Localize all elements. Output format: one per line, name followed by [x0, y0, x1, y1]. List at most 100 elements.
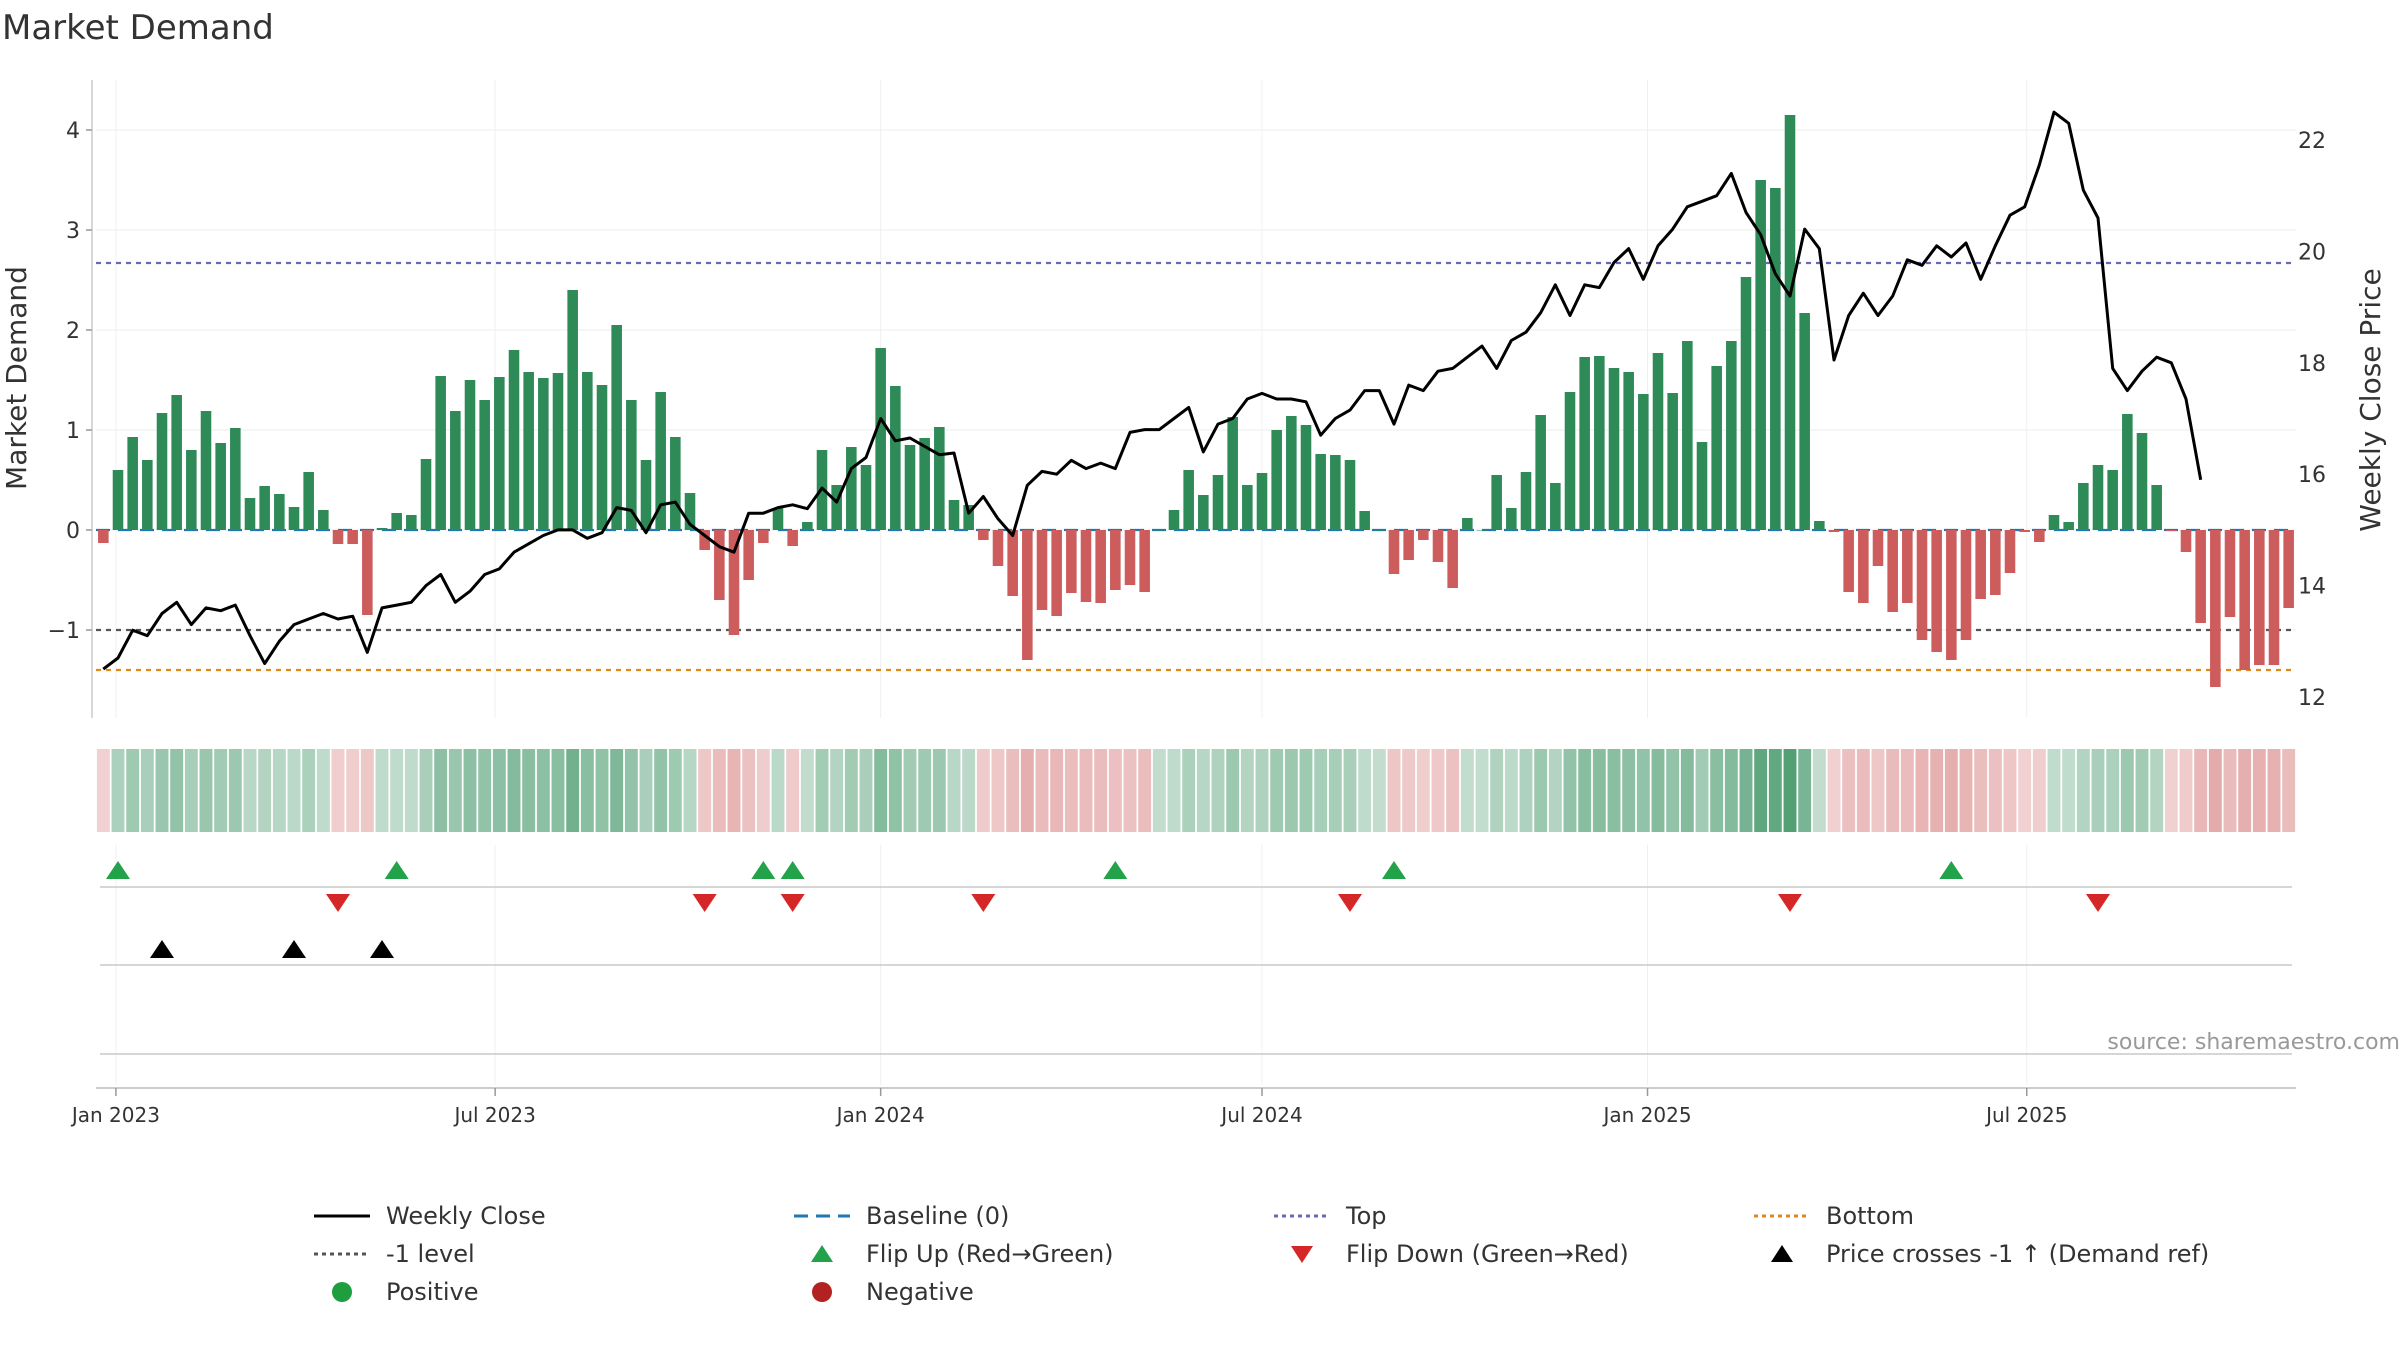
legend-label-minus1: -1 level [386, 1240, 475, 1268]
demand-bar [2224, 530, 2236, 617]
demand-bar [406, 515, 417, 530]
demand-bar [479, 400, 490, 530]
demand-bar [1051, 530, 1062, 616]
band-cell [1622, 749, 1636, 832]
band-cell [1050, 749, 1064, 832]
band-cell [1592, 749, 1606, 832]
demand-bar [2107, 470, 2118, 530]
band-cell [2267, 749, 2281, 832]
demand-bar [1843, 530, 1854, 592]
demand-bar [376, 528, 388, 530]
demand-bar [420, 459, 432, 530]
band-cell [1475, 749, 1489, 832]
band-cell [1138, 749, 1152, 832]
legend-item-flip-up: Flip Up (Red→Green) [792, 1236, 1114, 1272]
band-cell [126, 749, 140, 832]
legend-item-minus1: -1 level [312, 1236, 475, 1272]
flip-down-marker [1778, 894, 1802, 912]
demand-bar [1975, 530, 1986, 599]
demand-bar [846, 447, 857, 530]
demand-bar [2078, 483, 2089, 530]
demand-bar [670, 437, 681, 530]
band-cell [1402, 749, 1416, 832]
band-cell [2047, 749, 2061, 832]
band-cell [1167, 749, 1181, 832]
price-cross-swatch [1771, 1245, 1793, 1262]
demand-bar [230, 428, 241, 530]
demand-bar [1491, 475, 1502, 530]
legend-item-flip-down: Flip Down (Green→Red) [1272, 1236, 1629, 1272]
page-title: Market Demand [2, 8, 274, 48]
band-cell [214, 749, 228, 832]
demand-bar [831, 485, 842, 530]
price-cross-marker [370, 940, 394, 958]
legend-item-weekly-close: Weekly Close [312, 1198, 546, 1234]
band-cell [859, 749, 873, 832]
band-cell [1270, 749, 1284, 832]
demand-bar [992, 530, 1004, 566]
demand-bar [1623, 372, 1634, 530]
band-cell [463, 749, 477, 832]
band-cell [668, 749, 682, 832]
flip-up-marker [384, 861, 409, 879]
band-cell [199, 749, 213, 832]
demand-bar [1755, 180, 1766, 530]
demand-bar [1682, 341, 1693, 530]
demand-bar [1506, 508, 1517, 530]
price-line [102, 110, 2203, 671]
demand-bar [303, 472, 314, 530]
y2-tick-label: 16 [2298, 463, 2326, 488]
demand-bar [1638, 394, 1649, 530]
demand-bar [1476, 530, 1488, 531]
band-cell [1079, 749, 1093, 832]
demand-bar [2136, 433, 2148, 530]
demand-bar [1931, 530, 1942, 652]
band-cell [302, 749, 316, 832]
demand-bar [362, 530, 373, 615]
demand-bar [860, 465, 872, 530]
demand-bar [1300, 425, 1312, 530]
demand-bar [890, 386, 901, 530]
band-cell [786, 749, 800, 832]
band-cell [1827, 749, 1841, 832]
market-demand-chart: Jan 2023 Jul 2023 Jan 2024 Jul 2024 Jan 2025… [0, 80, 2400, 1127]
demand-bar [1828, 530, 1840, 532]
demand-bar [2122, 414, 2133, 530]
band-cell [2252, 749, 2266, 832]
band-cell [566, 749, 580, 832]
band-cell [1842, 749, 1856, 832]
flip-up-swatch [811, 1245, 833, 1262]
band-cell [639, 749, 653, 832]
demand-bar [1403, 530, 1414, 560]
demand-bar [963, 505, 974, 530]
demand-bar [1418, 530, 1429, 540]
demand-bar [934, 427, 945, 530]
demand-bar [802, 522, 813, 530]
band-cell [2032, 749, 2046, 832]
band-cell [1915, 749, 1929, 832]
demand-bar [1462, 518, 1473, 530]
demand-bar [1711, 366, 1722, 530]
band-cell [1724, 749, 1738, 832]
x-tick-label: Jan 2025 [1601, 1103, 1691, 1127]
demand-bar [1990, 530, 2001, 595]
demand-bar [1770, 188, 1781, 530]
demand-bar [1740, 277, 1752, 530]
band-cell [756, 749, 770, 832]
band-cell [580, 749, 594, 832]
band-cell [1886, 749, 1900, 832]
band-cell [1944, 749, 1958, 832]
band-cell [331, 749, 345, 832]
band-cell [492, 749, 506, 832]
band-cell [478, 749, 492, 832]
demand-bar [1447, 530, 1458, 588]
band-cell [947, 749, 961, 832]
demand-bar [1168, 510, 1180, 530]
band-cell [375, 749, 389, 832]
band-cell [1211, 749, 1225, 832]
demand-bar [538, 378, 549, 530]
demand-bar [1183, 470, 1194, 530]
demand-bar [1652, 353, 1664, 530]
demand-bar [347, 530, 358, 544]
band-cell [918, 749, 932, 832]
